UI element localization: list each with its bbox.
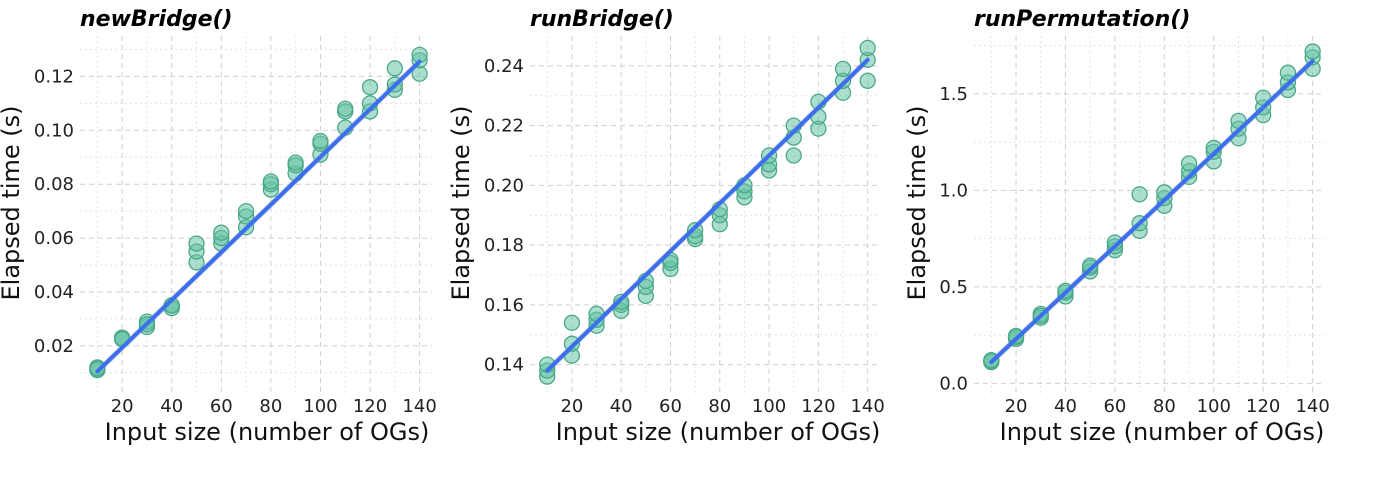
data-point: [337, 100, 354, 117]
x-tick-label: 100: [752, 396, 786, 417]
data-point: [312, 132, 329, 150]
y-tick-label: 0.10: [34, 120, 74, 141]
y-tick-label: 0.22: [484, 116, 524, 137]
y-tick-label: 0.02: [34, 336, 74, 357]
x-tick-label: 40: [160, 396, 183, 417]
data-point: [262, 173, 280, 190]
y-tick-label: 0.06: [34, 228, 74, 249]
fit-line: [95, 59, 422, 374]
x-tick-label: 60: [1103, 396, 1126, 417]
data-point: [1279, 64, 1297, 81]
data-point: [785, 147, 802, 164]
panel-title: newBridge(): [80, 7, 233, 32]
y-tick-label: 0.14: [484, 355, 524, 376]
chart-panel-runpermutation: runPermutation() 20 40 60 80 100 120 140 0.00.…: [903, 7, 1330, 446]
x-tick-label: 120: [1246, 396, 1280, 417]
x-tick-label: 40: [610, 396, 633, 417]
x-tick-labels: 20 40 60 80 100 120 140: [111, 396, 437, 417]
chart-panel-runbridge: runBridge() 20 40 60 80 100 120 140 0.140.160.…: [447, 7, 885, 446]
data-point: [1131, 186, 1148, 203]
data-point: [237, 202, 255, 220]
grid-lines: [80, 36, 432, 393]
x-tick-label: 60: [659, 396, 682, 417]
y-axis-label: Elapsed time (s): [0, 106, 25, 301]
x-axis-label: Input size (number of OGs): [105, 418, 430, 446]
panel-title: runPermutation(): [974, 7, 1190, 32]
data-point: [361, 79, 379, 96]
x-tick-label: 140: [1295, 396, 1329, 417]
x-tick-labels: 20 40 60 80 100 120 140: [1005, 396, 1330, 417]
data-point: [188, 235, 205, 252]
fit-line-path: [545, 57, 870, 373]
x-tick-label: 120: [353, 396, 387, 417]
y-tick-labels: 0.02 0.04 0.06 0.08 0.10 0.12: [34, 66, 74, 356]
data-point: [613, 293, 630, 311]
panel-title: runBridge(): [530, 7, 674, 32]
x-tick-label: 100: [303, 396, 337, 417]
y-tick-label: 1.5: [939, 84, 968, 105]
fit-line-path: [989, 59, 1315, 365]
y-tick-label: 1.0: [939, 180, 968, 201]
y-tick-label: 0.04: [34, 282, 74, 303]
y-tick-label: 0.5: [939, 277, 968, 298]
data-point: [859, 72, 876, 89]
data-point: [686, 222, 704, 239]
y-axis-label: Elapsed time (s): [447, 106, 475, 301]
y-tick-label: 0.18: [484, 235, 524, 256]
x-tick-label: 100: [1197, 396, 1231, 417]
data-point: [386, 60, 403, 77]
y-tick-label: 0.20: [484, 175, 524, 196]
x-tick-label: 140: [850, 396, 884, 417]
data-point: [834, 60, 852, 78]
data-point: [859, 39, 876, 57]
data-point: [563, 335, 581, 352]
x-tick-label: 80: [1153, 396, 1176, 417]
y-tick-label: 0.24: [484, 56, 524, 77]
x-tick-label: 80: [259, 396, 282, 417]
x-tick-label: 20: [111, 396, 134, 417]
data-point: [213, 224, 230, 241]
y-tick-label: 0.08: [34, 174, 74, 195]
x-axis-label: Input size (number of OGs): [556, 418, 881, 446]
data-point: [1082, 257, 1099, 274]
x-tick-label: 120: [801, 396, 835, 417]
y-tick-label: 0.0: [939, 373, 968, 394]
x-tick-label: 20: [1005, 396, 1028, 417]
x-tick-label: 40: [1054, 396, 1077, 417]
y-tick-label: 0.12: [34, 66, 74, 87]
x-tick-label: 60: [210, 396, 233, 417]
data-point: [563, 314, 581, 331]
y-tick-labels: 0.0 0.5 1.0 1.5: [939, 84, 968, 394]
chart-panel-newbridge: newBridge() 20 40 60 80 100 120 140 0.020.040.…: [0, 7, 437, 446]
y-tick-label: 0.16: [484, 295, 524, 316]
data-points: [89, 46, 428, 379]
y-axis-label: Elapsed time (s): [903, 106, 931, 301]
data-point: [287, 154, 304, 171]
x-axis-label: Input size (number of OGs): [1000, 418, 1325, 446]
data-point: [1304, 43, 1321, 60]
x-tick-labels: 20 40 60 80 100 120 140: [560, 396, 884, 417]
fit-line: [989, 59, 1315, 365]
data-point: [1106, 234, 1124, 251]
x-tick-label: 80: [708, 396, 731, 417]
x-tick-label: 20: [560, 396, 583, 417]
data-point: [1180, 155, 1198, 172]
x-tick-label: 140: [402, 396, 436, 417]
fit-line: [545, 57, 870, 373]
y-tick-labels: 0.14 0.16 0.18 0.20 0.22 0.24: [484, 56, 524, 376]
fit-line-path: [95, 59, 422, 374]
